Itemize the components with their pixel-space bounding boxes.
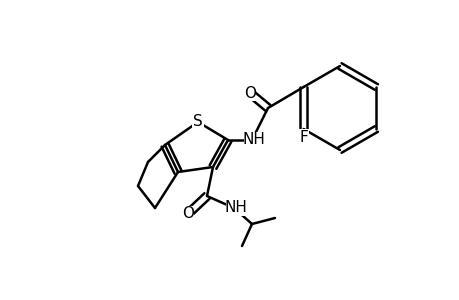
Bar: [192, 114, 203, 130]
Bar: [226, 200, 245, 216]
Bar: [244, 85, 255, 101]
Text: NH: NH: [242, 133, 265, 148]
Text: O: O: [182, 206, 194, 221]
Text: O: O: [243, 85, 256, 100]
Text: S: S: [193, 115, 202, 130]
Text: NH: NH: [224, 200, 247, 215]
Bar: [182, 206, 193, 222]
Bar: [297, 129, 309, 145]
Text: F: F: [299, 130, 308, 145]
Bar: [244, 132, 263, 148]
